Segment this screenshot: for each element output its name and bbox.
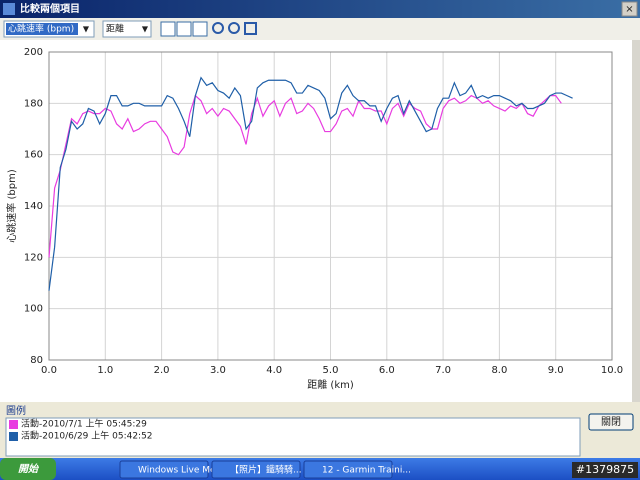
metric-text: 心跳速率 (bpm) xyxy=(8,23,74,35)
metric-highlight xyxy=(6,23,78,35)
x-tick-label: 6.0 xyxy=(379,365,395,376)
task-button[interactable] xyxy=(211,460,301,479)
x-tick-label: 4.0 xyxy=(266,365,282,376)
tool-zoom-in[interactable] xyxy=(212,22,224,34)
y-tick-label: 140 xyxy=(24,201,43,212)
dropdown-arrow: ▼ xyxy=(83,25,90,34)
x-tick-label: 0.0 xyxy=(41,365,57,376)
task-button[interactable] xyxy=(119,460,209,479)
task-label: 【照片】鐵騎騎... xyxy=(230,464,302,476)
task-button[interactable] xyxy=(303,460,393,479)
x-tick-label: 7.0 xyxy=(435,365,451,376)
legend-swatch xyxy=(9,420,18,429)
legend-box xyxy=(5,417,581,457)
x-tick-label: 3.0 xyxy=(210,365,226,376)
watermark: #1379875 xyxy=(576,463,634,476)
close-button[interactable] xyxy=(588,413,634,431)
y-tick-label: 200 xyxy=(24,47,43,58)
dropdown-arrow: ▼ xyxy=(142,25,149,34)
title-bar xyxy=(0,0,640,18)
close-x-icon: × xyxy=(625,4,633,15)
y-tick-label: 180 xyxy=(24,98,43,109)
task-label: 12 - Garmin Traini... xyxy=(322,466,411,476)
x-tick-label: 8.0 xyxy=(491,365,507,376)
x-tick-label: 2.0 xyxy=(154,365,170,376)
scrollbar xyxy=(632,40,640,402)
x-tick-label: 10.0 xyxy=(601,365,623,376)
legend-swatch xyxy=(9,432,18,441)
plot-frame xyxy=(48,51,613,361)
legend-label: 活動-2010/7/1 上午 05:45:29 xyxy=(21,418,147,430)
y-tick-label: 100 xyxy=(24,304,43,315)
tool-lines[interactable] xyxy=(176,21,192,37)
tool-fit[interactable] xyxy=(244,22,257,35)
tool-grid[interactable] xyxy=(160,21,176,37)
close-x[interactable] xyxy=(621,1,638,17)
toolbar xyxy=(0,18,640,40)
window-title: 比較兩個項目 xyxy=(20,2,80,15)
task-label: Windows Live Me... xyxy=(138,466,224,476)
y-axis-title: 心跳速率 (bpm) xyxy=(5,169,18,243)
y-tick-label: 80 xyxy=(30,355,43,366)
axis-dropdown[interactable] xyxy=(102,20,152,38)
x-axis-title: 距離 (km) xyxy=(307,378,354,391)
x-tick-label: 9.0 xyxy=(548,365,564,376)
y-tick-label: 120 xyxy=(24,252,43,263)
start-button[interactable] xyxy=(0,458,56,480)
tool-chart[interactable] xyxy=(192,21,208,37)
app-icon xyxy=(3,3,15,15)
x-tick-label: 5.0 xyxy=(323,365,339,376)
chart-panel xyxy=(0,40,632,402)
legend-title: 圖例 xyxy=(6,404,26,417)
x-tick-label: 1.0 xyxy=(97,365,113,376)
axis-text: 距離 xyxy=(106,23,124,35)
tool-zoom-out[interactable] xyxy=(228,22,240,34)
series-line xyxy=(48,76,573,291)
start-label: 開始 xyxy=(18,463,39,475)
watermark-bg xyxy=(572,462,638,478)
close-button-label: 關閉 xyxy=(601,416,621,428)
y-tick-label: 160 xyxy=(24,150,43,161)
legend-label: 活動-2010/6/29 上午 05:42:52 xyxy=(21,430,153,442)
series-line xyxy=(48,94,562,258)
